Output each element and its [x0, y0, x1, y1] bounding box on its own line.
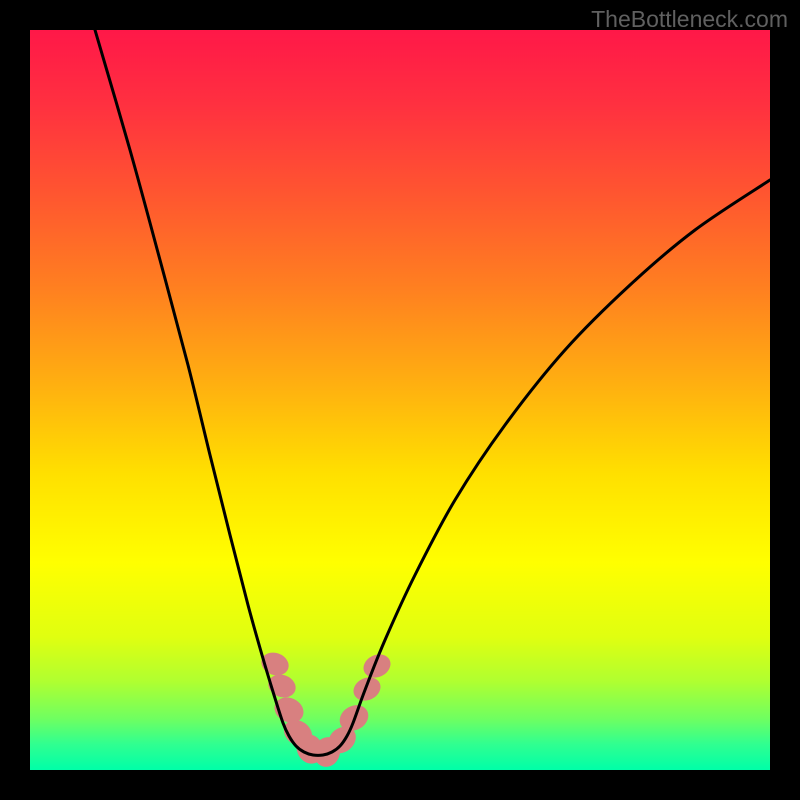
watermark-text: TheBottleneck.com: [591, 6, 788, 33]
bead: [360, 650, 395, 682]
bead: [350, 673, 385, 705]
chart-frame: TheBottleneck.com: [0, 0, 800, 800]
plot-area: [30, 30, 770, 770]
bottleneck-curve: [95, 30, 770, 755]
bottleneck-curve-layer: [30, 30, 770, 770]
